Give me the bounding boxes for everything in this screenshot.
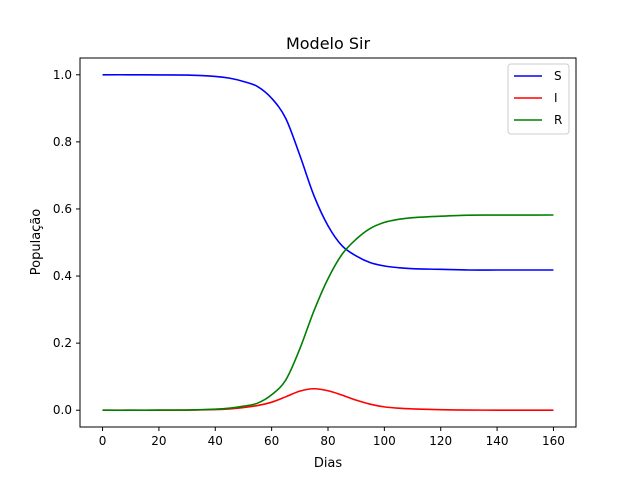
x-tick-label: 80 [320, 434, 335, 448]
y-tick-label: 0.0 [53, 403, 72, 417]
series-lines [102, 73, 554, 412]
legend-label-i: I [554, 91, 558, 105]
series-line-r [102, 214, 554, 412]
legend-box [507, 63, 570, 135]
x-tick-label: 140 [486, 434, 509, 448]
legend: SIR [507, 63, 570, 135]
y-tick-label: 0.8 [53, 135, 72, 149]
x-tick-label: 20 [151, 434, 166, 448]
x-axis-label: Dias [314, 456, 343, 471]
y-tick-label: 0.4 [53, 269, 72, 283]
y-tick-label: 0.6 [53, 202, 72, 216]
plot-frame [79, 57, 577, 428]
x-tick-label: 160 [542, 434, 565, 448]
y-tick-label: 1.0 [53, 68, 72, 82]
y-tick-label: 0.2 [53, 336, 72, 350]
chart-title: Modelo Sir [286, 34, 371, 53]
x-axis-ticks: 0 20 40 60 80 100 120 140 160 [99, 427, 565, 448]
legend-label-s: S [554, 69, 562, 83]
x-tick-label: 120 [429, 434, 452, 448]
legend-label-r: R [554, 113, 562, 127]
y-axis-label: População [29, 209, 44, 276]
x-tick-label: 100 [373, 434, 396, 448]
series-line-s [102, 73, 554, 271]
x-tick-label: 60 [264, 434, 279, 448]
x-tick-label: 40 [208, 434, 223, 448]
y-axis-ticks: 0.0 0.2 0.4 0.6 0.8 1.0 [53, 68, 80, 417]
x-tick-label: 0 [99, 434, 107, 448]
